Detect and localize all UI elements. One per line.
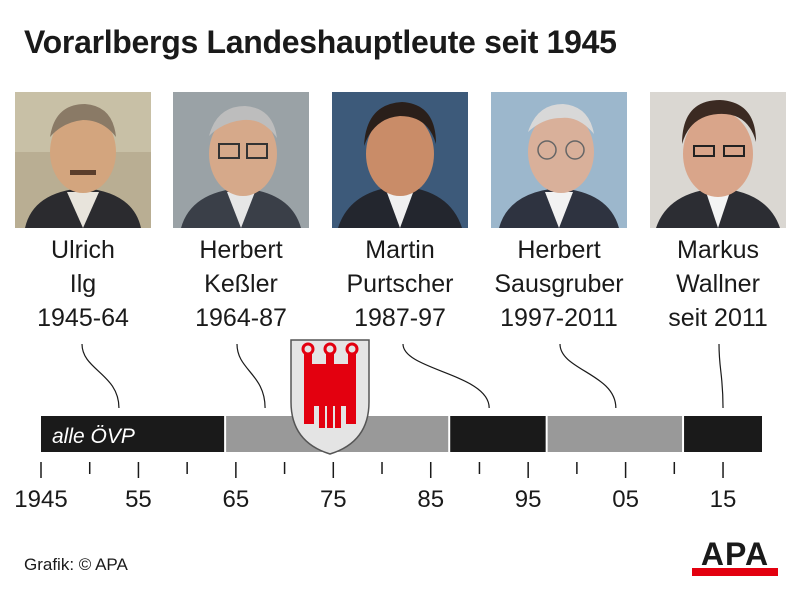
term-years: 1945-64 [37, 304, 129, 332]
last-name: Sausgruber [494, 270, 624, 298]
timeline-chart: alle ÖVP 1945 55 65 75 85 95 05 15 [14, 339, 762, 513]
portrait-herbert-sausgruber [491, 92, 627, 228]
leader-line [81, 343, 120, 409]
tick-label: 85 [417, 486, 444, 513]
timeline-segment [547, 416, 683, 452]
term-years: 1964-87 [195, 304, 287, 332]
first-name: Herbert [199, 236, 283, 264]
apa-logo-bar [692, 568, 778, 576]
credit-text: Grafik: © APA [24, 555, 128, 574]
portrait-herbert-kessler [173, 92, 309, 228]
last-name: Wallner [676, 270, 760, 298]
axis-tick-labels: 1945 55 65 75 85 95 05 15 [14, 486, 736, 513]
portrait-ulrich-ilg [15, 92, 151, 228]
governor-name-kessler: Herbert Keßler 1964-87 [161, 233, 321, 335]
leader-line [559, 343, 617, 409]
apa-logo: APA [692, 536, 778, 578]
tick-label: 15 [710, 486, 737, 513]
tick-label: 05 [612, 486, 639, 513]
tick-label: 75 [320, 486, 347, 513]
party-label: alle ÖVP [52, 425, 135, 448]
tick-label: 55 [125, 486, 152, 513]
last-name: Ilg [69, 270, 97, 298]
leader-lines [81, 343, 724, 409]
first-name: Ulrich [51, 236, 115, 264]
page-title: Vorarlbergs Landeshauptleute seit 1945 [24, 24, 617, 60]
timeline-segments [41, 416, 762, 452]
leader-line [236, 343, 266, 409]
timeline-segment [684, 416, 762, 452]
governor-name-sausgruber: Herbert Sausgruber 1997-2011 [479, 233, 639, 335]
timeline-segment [450, 416, 546, 452]
governor-name-ilg: Ulrich Ilg 1945-64 [3, 233, 163, 335]
governor-name-purtscher: Martin Purtscher 1987-97 [320, 233, 480, 335]
leader-line [718, 343, 724, 409]
last-name: Keßler [204, 270, 278, 298]
portrait-markus-wallner [650, 92, 786, 228]
first-name: Markus [677, 236, 759, 264]
tick-label: 65 [223, 486, 250, 513]
first-name: Martin [365, 236, 435, 264]
leader-line [402, 343, 490, 409]
apa-logo-text: APA [700, 536, 770, 572]
last-name: Purtscher [346, 270, 454, 298]
term-years: 1987-97 [354, 304, 446, 332]
term-years: seit 2011 [668, 304, 768, 332]
tick-label: 1945 [14, 486, 67, 513]
portrait-martin-purtscher [332, 92, 468, 228]
tick-label: 95 [515, 486, 542, 513]
axis-ticks [40, 462, 724, 478]
vorarlberg-coat-of-arms-icon [290, 339, 370, 455]
first-name: Herbert [517, 236, 601, 264]
term-years: 1997-2011 [500, 304, 618, 332]
timeline-segment [41, 416, 225, 452]
governor-name-wallner: Markus Wallner seit 2011 [638, 233, 798, 335]
